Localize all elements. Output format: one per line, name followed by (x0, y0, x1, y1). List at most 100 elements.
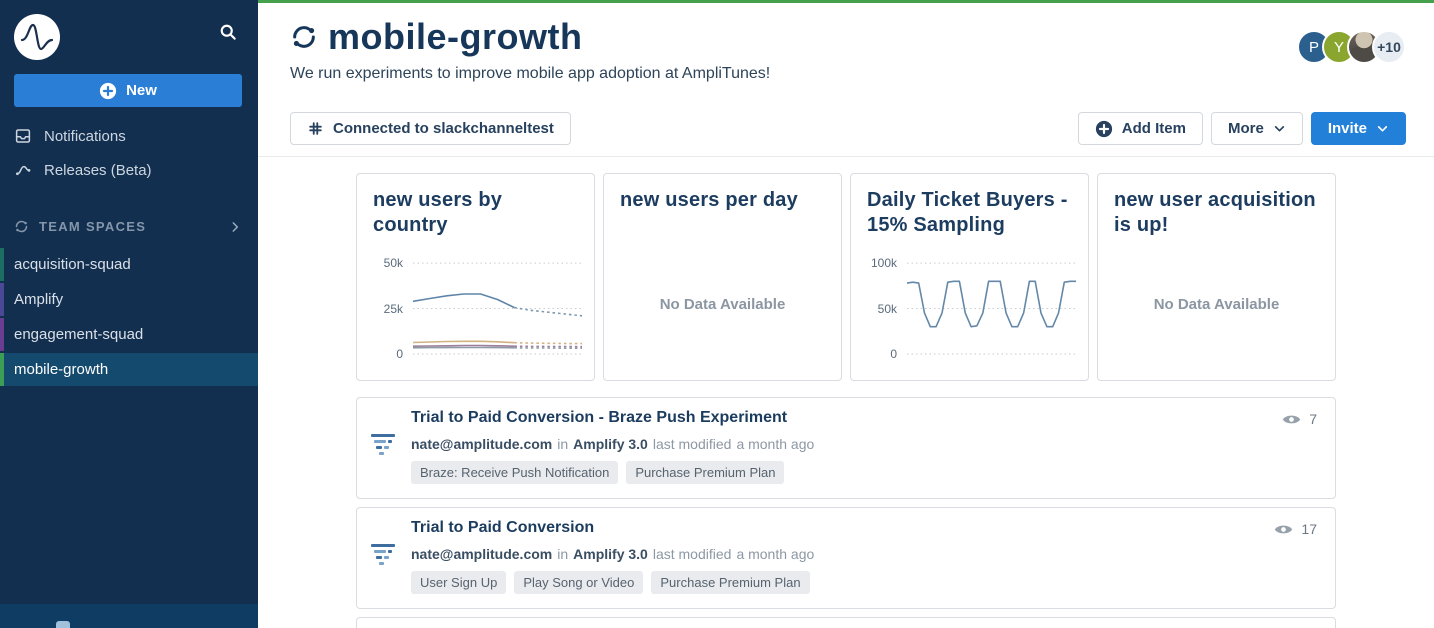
chart-cards-row: new users by country 50k 25k 0 new users p… (356, 173, 1336, 381)
search-icon[interactable] (218, 22, 238, 47)
chart-card-new-user-acquisition[interactable]: new user acquisition is up! No Data Avai… (1097, 173, 1336, 381)
chart-line-country-2 (412, 340, 515, 344)
more-label: More (1227, 120, 1264, 137)
item-tags: Braze: Receive Push Notification Purchase… (411, 461, 814, 484)
item-tags: User Sign Up Play Song or Video Purchase P… (411, 571, 814, 594)
card-title: new users per day (620, 189, 798, 211)
team-item-label: acquisition-squad (14, 256, 131, 273)
no-data-message: No Data Available (659, 296, 786, 313)
new-button[interactable]: New (14, 74, 242, 107)
chart-line-country-1-forecast (514, 306, 583, 317)
card-title: new user acquisition is up! (1114, 189, 1316, 236)
view-count-value: 7 (1309, 411, 1317, 427)
team-spaces-header[interactable]: TEAM SPACES (0, 213, 258, 240)
item-owner: nate@amplitude.com (411, 436, 553, 452)
card-title: Daily Ticket Buyers - 15% Sampling (867, 189, 1068, 236)
team-spaces-list: acquisition-squad Amplify engagement-squ… (0, 248, 258, 386)
view-count-value: 17 (1301, 521, 1317, 537)
item-space: Amplify 3.0 (573, 546, 648, 562)
item-title-link[interactable]: Trial to Paid Conversion - Braze Push Ex… (411, 409, 788, 426)
chevron-down-icon (1274, 126, 1284, 132)
plus-circle-icon (99, 82, 117, 99)
y-axis-label: 25k (383, 301, 403, 316)
space-header: mobile-growth We run experiments to impr… (258, 3, 1434, 101)
sidebar-team-item[interactable]: engagement-squad (0, 318, 258, 351)
chart-line-country-3-forecast (514, 345, 583, 348)
slack-icon (309, 122, 322, 135)
list-item[interactable]: Trial to Paid Conversion nate@amplitude.… (356, 507, 1336, 609)
no-data-message: No Data Available (1153, 296, 1280, 313)
chevron-down-icon (1377, 126, 1388, 132)
invite-button[interactable]: Invite (1310, 112, 1406, 145)
accent-top-bar (258, 0, 1434, 3)
tag-pill[interactable]: User Sign Up (411, 571, 507, 594)
avatar-overflow-count[interactable]: +10 (1372, 30, 1406, 64)
y-axis-label: 0 (396, 347, 403, 361)
y-axis-label: 0 (890, 347, 897, 361)
tag-pill[interactable]: Play Song or Video (514, 571, 644, 594)
tag-pill[interactable]: Braze: Receive Push Notification (411, 461, 619, 484)
sidebar-team-item[interactable]: Amplify (0, 283, 258, 316)
list-item-body: Trial to Paid Conversion - Braze Push Ex… (411, 409, 814, 498)
content-area: new users by country 50k 25k 0 new users p… (258, 157, 1434, 628)
sidebar-team-item[interactable]: acquisition-squad (0, 248, 258, 281)
page-title: mobile-growth (328, 16, 583, 57)
sidebar-item-label: Notifications (44, 127, 126, 145)
funnel-chart-icon (369, 429, 397, 498)
item-space: Amplify 3.0 (573, 436, 648, 452)
sidebar-item-label: Releases (Beta) (44, 161, 152, 179)
item-title-link[interactable]: Trial to Paid Conversion (411, 519, 595, 536)
team-spaces-label: TEAM SPACES (39, 219, 147, 234)
team-item-label: Amplify (14, 291, 64, 308)
funnel-chart-icon (369, 539, 397, 608)
member-avatars: P Y +10 (1297, 30, 1406, 64)
chart-card-new-users-per-day[interactable]: new users per day No Data Available (603, 173, 842, 381)
more-button[interactable]: More (1210, 112, 1303, 145)
main-area: mobile-growth We run experiments to impr… (258, 0, 1434, 628)
item-modified-label: last modified (652, 546, 732, 562)
team-item-label: mobile-growth (14, 361, 109, 378)
item-meta: nate@amplitude.com in Amplify 3.0 last m… (411, 546, 814, 562)
chart-line-daily-ticket-buyers (906, 280, 1076, 328)
chart-card-new-users-by-country[interactable]: new users by country 50k 25k 0 (356, 173, 595, 381)
notifications-icon (15, 129, 31, 143)
list-item[interactable]: Trial to Paid Conversion - Braze Push Ex… (356, 397, 1336, 499)
releases-icon (16, 165, 31, 176)
eye-icon (1275, 525, 1293, 533)
help-icon[interactable] (56, 621, 70, 628)
chart-line-country-1 (412, 293, 515, 309)
amplitude-logo-icon[interactable] (14, 14, 60, 60)
add-item-label: Add Item (1121, 120, 1186, 137)
view-count: 17 (1274, 521, 1317, 537)
sidebar-team-item[interactable]: mobile-growth (0, 353, 258, 386)
team-space-icon (293, 26, 315, 48)
connected-slack-button[interactable]: Connected to slackchanneltest (290, 112, 571, 145)
y-axis-label: 50k (877, 301, 897, 316)
connected-slack-label: Connected to slackchanneltest (333, 120, 554, 137)
eye-icon (1282, 415, 1301, 423)
sidebar-item-notifications[interactable]: Notifications (0, 119, 258, 153)
card-title: new users by country (373, 189, 503, 236)
item-in-label: in (557, 546, 569, 562)
tag-pill[interactable]: Purchase Premium Plan (651, 571, 810, 594)
chart-line-country-2-forecast (514, 341, 583, 345)
item-modified-label: last modified (652, 436, 732, 452)
item-meta: nate@amplitude.com in Amplify 3.0 last m… (411, 436, 814, 452)
page-subtitle: We run experiments to improve mobile app… (290, 65, 771, 82)
line-chart: 50k 25k 0 (371, 254, 583, 361)
chevron-right-icon (232, 221, 239, 232)
invite-label: Invite (1327, 120, 1367, 137)
plus-circle-icon (1095, 120, 1112, 137)
list-item-clipped[interactable] (356, 617, 1336, 628)
sidebar-item-releases[interactable]: Releases (Beta) (0, 153, 258, 187)
new-button-label: New (126, 82, 157, 99)
add-item-button[interactable]: Add Item (1077, 112, 1203, 145)
view-count: 7 (1282, 411, 1317, 427)
y-axis-label: 100k (870, 256, 897, 271)
sidebar: New Notifications Releases (Beta) TEAM S… (0, 0, 258, 628)
tag-pill[interactable]: Purchase Premium Plan (626, 461, 785, 484)
toolbar: Connected to slackchanneltest Add Item M… (258, 101, 1434, 157)
team-item-label: engagement-squad (14, 326, 144, 343)
item-owner: nate@amplitude.com (411, 546, 553, 562)
chart-card-daily-ticket-buyers[interactable]: Daily Ticket Buyers - 15% Sampling 100k 5… (850, 173, 1089, 381)
